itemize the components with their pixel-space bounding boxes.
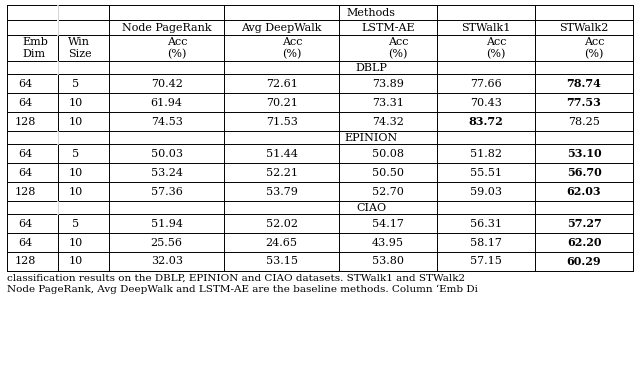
Text: 43.95: 43.95 (372, 237, 404, 248)
Text: 53.15: 53.15 (266, 257, 298, 267)
Text: 58.17: 58.17 (470, 237, 502, 248)
Text: 72.61: 72.61 (266, 79, 298, 89)
Text: 61.94: 61.94 (150, 98, 182, 107)
Text: 128: 128 (14, 187, 36, 196)
Text: 53.24: 53.24 (150, 168, 182, 178)
Text: 5: 5 (72, 218, 79, 229)
Text: Avg DeepWalk: Avg DeepWalk (241, 22, 322, 33)
Text: Win
Size: Win Size (68, 37, 92, 59)
Text: 64: 64 (18, 98, 32, 107)
Text: 64: 64 (18, 148, 32, 159)
Text: 52.02: 52.02 (266, 218, 298, 229)
Text: STWalk2: STWalk2 (559, 22, 609, 33)
Text: 57.27: 57.27 (566, 218, 602, 229)
Text: 74.32: 74.32 (372, 116, 404, 126)
Text: 55.51: 55.51 (470, 168, 502, 178)
Text: 10: 10 (69, 187, 83, 196)
Text: 10: 10 (69, 98, 83, 107)
Text: 74.53: 74.53 (151, 116, 182, 126)
Text: EPINION: EPINION (344, 132, 397, 142)
Text: Methods: Methods (347, 7, 396, 18)
Text: 50.03: 50.03 (150, 148, 182, 159)
Text: classification results on the DBLP, EPINION and CIAO datasets. STWalk1 and STWal: classification results on the DBLP, EPIN… (7, 274, 478, 294)
Text: 64: 64 (18, 237, 32, 248)
Text: 10: 10 (69, 237, 83, 248)
Text: 51.94: 51.94 (150, 218, 182, 229)
Text: 54.17: 54.17 (372, 218, 404, 229)
Text: 70.21: 70.21 (266, 98, 298, 107)
Text: 50.08: 50.08 (372, 148, 404, 159)
Text: 25.56: 25.56 (150, 237, 182, 248)
Text: 50.50: 50.50 (372, 168, 404, 178)
Text: 10: 10 (69, 257, 83, 267)
Text: 70.42: 70.42 (151, 79, 182, 89)
Text: 56.70: 56.70 (566, 167, 602, 178)
Text: 57.15: 57.15 (470, 257, 502, 267)
Text: 73.89: 73.89 (372, 79, 404, 89)
Text: 77.66: 77.66 (470, 79, 502, 89)
Text: 51.44: 51.44 (266, 148, 298, 159)
Text: 53.79: 53.79 (266, 187, 298, 196)
Text: 64: 64 (18, 168, 32, 178)
Text: Acc
(%): Acc (%) (166, 37, 187, 59)
Text: 10: 10 (69, 168, 83, 178)
Text: 128: 128 (14, 116, 36, 126)
Text: 56.31: 56.31 (470, 218, 502, 229)
Text: 53.10: 53.10 (566, 148, 602, 159)
Text: 62.03: 62.03 (566, 186, 602, 197)
Text: Node PageRank: Node PageRank (122, 22, 211, 33)
Text: DBLP: DBLP (355, 62, 387, 73)
Text: 10: 10 (69, 116, 83, 126)
Text: 57.36: 57.36 (151, 187, 182, 196)
Text: 5: 5 (72, 148, 79, 159)
Text: 70.43: 70.43 (470, 98, 502, 107)
Text: 24.65: 24.65 (266, 237, 298, 248)
Text: Acc
(%): Acc (%) (584, 37, 605, 59)
Text: 60.29: 60.29 (566, 256, 602, 267)
Text: 64: 64 (18, 218, 32, 229)
Text: 51.82: 51.82 (470, 148, 502, 159)
Text: 62.20: 62.20 (567, 237, 601, 248)
Text: 77.53: 77.53 (566, 97, 602, 108)
Text: LSTM-AE: LSTM-AE (362, 22, 415, 33)
Text: Acc
(%): Acc (%) (486, 37, 507, 59)
Text: 53.80: 53.80 (372, 257, 404, 267)
Text: 5: 5 (72, 79, 79, 89)
Text: Acc
(%): Acc (%) (282, 37, 302, 59)
Text: 78.74: 78.74 (566, 78, 602, 89)
Text: 71.53: 71.53 (266, 116, 298, 126)
Text: 73.31: 73.31 (372, 98, 404, 107)
Text: 59.03: 59.03 (470, 187, 502, 196)
Text: 128: 128 (14, 257, 36, 267)
Text: 83.72: 83.72 (468, 116, 504, 127)
Text: STWalk1: STWalk1 (461, 22, 511, 33)
Text: 52.70: 52.70 (372, 187, 404, 196)
Text: 64: 64 (18, 79, 32, 89)
Text: 32.03: 32.03 (150, 257, 182, 267)
Text: 52.21: 52.21 (266, 168, 298, 178)
Text: CIAO: CIAO (356, 202, 386, 212)
Text: Acc
(%): Acc (%) (388, 37, 408, 59)
Text: Emb
Dim: Emb Dim (22, 37, 48, 59)
Text: 78.25: 78.25 (568, 116, 600, 126)
